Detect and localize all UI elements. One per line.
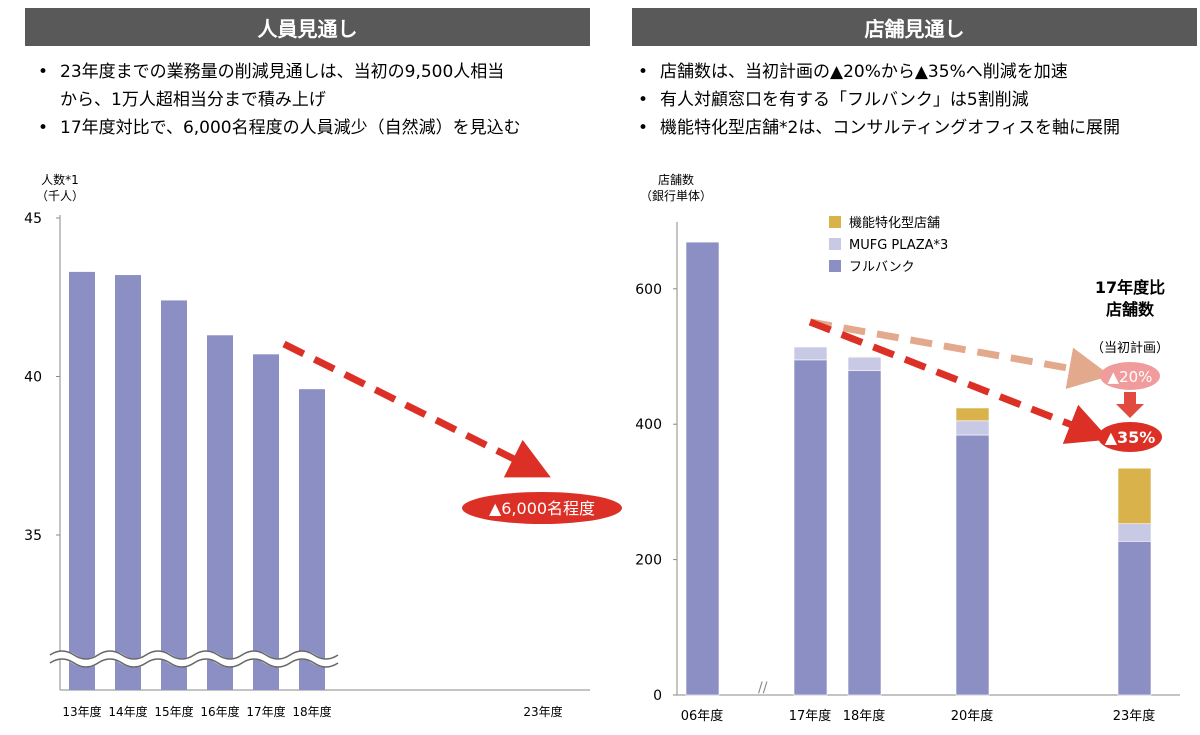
legend-swatch <box>829 216 841 228</box>
y-tick-label: 600 <box>635 282 662 298</box>
legend-label: MUFG PLAZA*3 <box>849 238 948 253</box>
right-ylabel: 店舗数 <box>658 172 694 187</box>
trend-arrow <box>282 340 551 478</box>
x-tick-label: 23年度 <box>523 704 562 719</box>
plan-arrow <box>809 318 1111 389</box>
bar-segment <box>1117 523 1152 542</box>
side-title-1: 17年度比 <box>1095 278 1165 297</box>
bar-segment <box>793 346 828 361</box>
x-tick-label: 13年度 <box>62 704 101 719</box>
bullet: 23年度までの業務量の削減見通しは、当初の9,500人相当から、1万人超相当分ま… <box>32 58 521 114</box>
left-ylabel: 人数*1 <box>41 172 79 187</box>
right-bullets: 店舗数は、当初計画の▲20%から▲35%へ削減を加速 有人対顧窓口を有する「フル… <box>632 58 1120 142</box>
axis-break-icon <box>49 650 339 660</box>
y-tick-label: 45 <box>24 211 42 227</box>
legend-swatch <box>829 238 841 250</box>
new-badge <box>1098 422 1162 452</box>
bar-segment <box>847 356 882 358</box>
plan-label: （当初計画） <box>1091 340 1169 356</box>
bar-segment <box>793 359 828 696</box>
right-yunit: （銀行単体） <box>640 189 712 203</box>
bar <box>253 354 279 690</box>
bar <box>69 271 95 690</box>
bar-segment <box>847 356 882 372</box>
new-badge-text: ▲35% <box>1105 428 1156 447</box>
x-tick-label: 14年度 <box>108 704 147 719</box>
bar-segment <box>1117 467 1152 525</box>
bar-segment <box>955 434 990 696</box>
x-tick-label: 20年度 <box>951 708 994 724</box>
left-yunit: （千人） <box>36 189 84 203</box>
right-section-header: 店舗見通し <box>632 8 1197 46</box>
accelerated-arrow <box>808 318 1110 444</box>
x-tick-label: 18年度 <box>292 704 331 719</box>
x-tick-label: 23年度 <box>1113 708 1156 724</box>
callout-badge <box>462 492 622 524</box>
x-tick-label: 06年度 <box>681 708 724 724</box>
bar-segment <box>1117 541 1152 696</box>
down-arrow-icon <box>1116 392 1144 418</box>
bar <box>161 300 187 690</box>
bar-segment <box>847 370 882 696</box>
x-tick-label: 15年度 <box>154 704 193 719</box>
x-tick-label: 17年度 <box>246 704 285 719</box>
x-tick-label: 17年度 <box>789 708 832 724</box>
y-tick-label: 400 <box>635 417 662 433</box>
y-tick-label: 35 <box>24 528 42 544</box>
callout-text: ▲6,000名程度 <box>489 499 595 518</box>
left-section-header: 人員見通し <box>25 8 590 46</box>
left-bullets: 23年度までの業務量の削減見通しは、当初の9,500人相当から、1万人超相当分ま… <box>32 58 521 142</box>
axis-break-gap <box>47 650 341 668</box>
y-tick-label: 40 <box>24 370 42 386</box>
bullet: 機能特化型店舗*2は、コンサルティングオフィスを軸に展開 <box>632 114 1120 142</box>
y-tick-label: 0 <box>653 688 662 704</box>
bar-segment <box>955 407 990 422</box>
bar <box>207 335 233 690</box>
bullet: 有人対顧窓口を有する「フルバンク」は5割削減 <box>632 86 1120 114</box>
side-title-2: 店舗数 <box>1106 300 1155 319</box>
axis-break-icon: // <box>758 680 768 696</box>
plan-badge-text: ▲20% <box>1108 368 1153 386</box>
y-tick-label: 200 <box>635 553 662 569</box>
bar <box>115 275 141 690</box>
x-tick-label: 16年度 <box>200 704 239 719</box>
legend-label: 機能特化型店舗 <box>849 216 940 231</box>
axis-break-icon <box>49 658 339 668</box>
legend-label: フルバンク <box>849 260 915 275</box>
plan-badge <box>1100 362 1160 390</box>
x-tick-label: 18年度 <box>843 708 886 724</box>
bar-segment <box>685 241 720 696</box>
bullet: 17年度対比で、6,000名程度の人員減少（自然減）を見込む <box>32 114 521 142</box>
bar-segment <box>955 420 990 436</box>
bar <box>299 389 325 690</box>
bullet: 店舗数は、当初計画の▲20%から▲35%へ削減を加速 <box>632 58 1120 86</box>
legend-swatch <box>829 260 841 272</box>
